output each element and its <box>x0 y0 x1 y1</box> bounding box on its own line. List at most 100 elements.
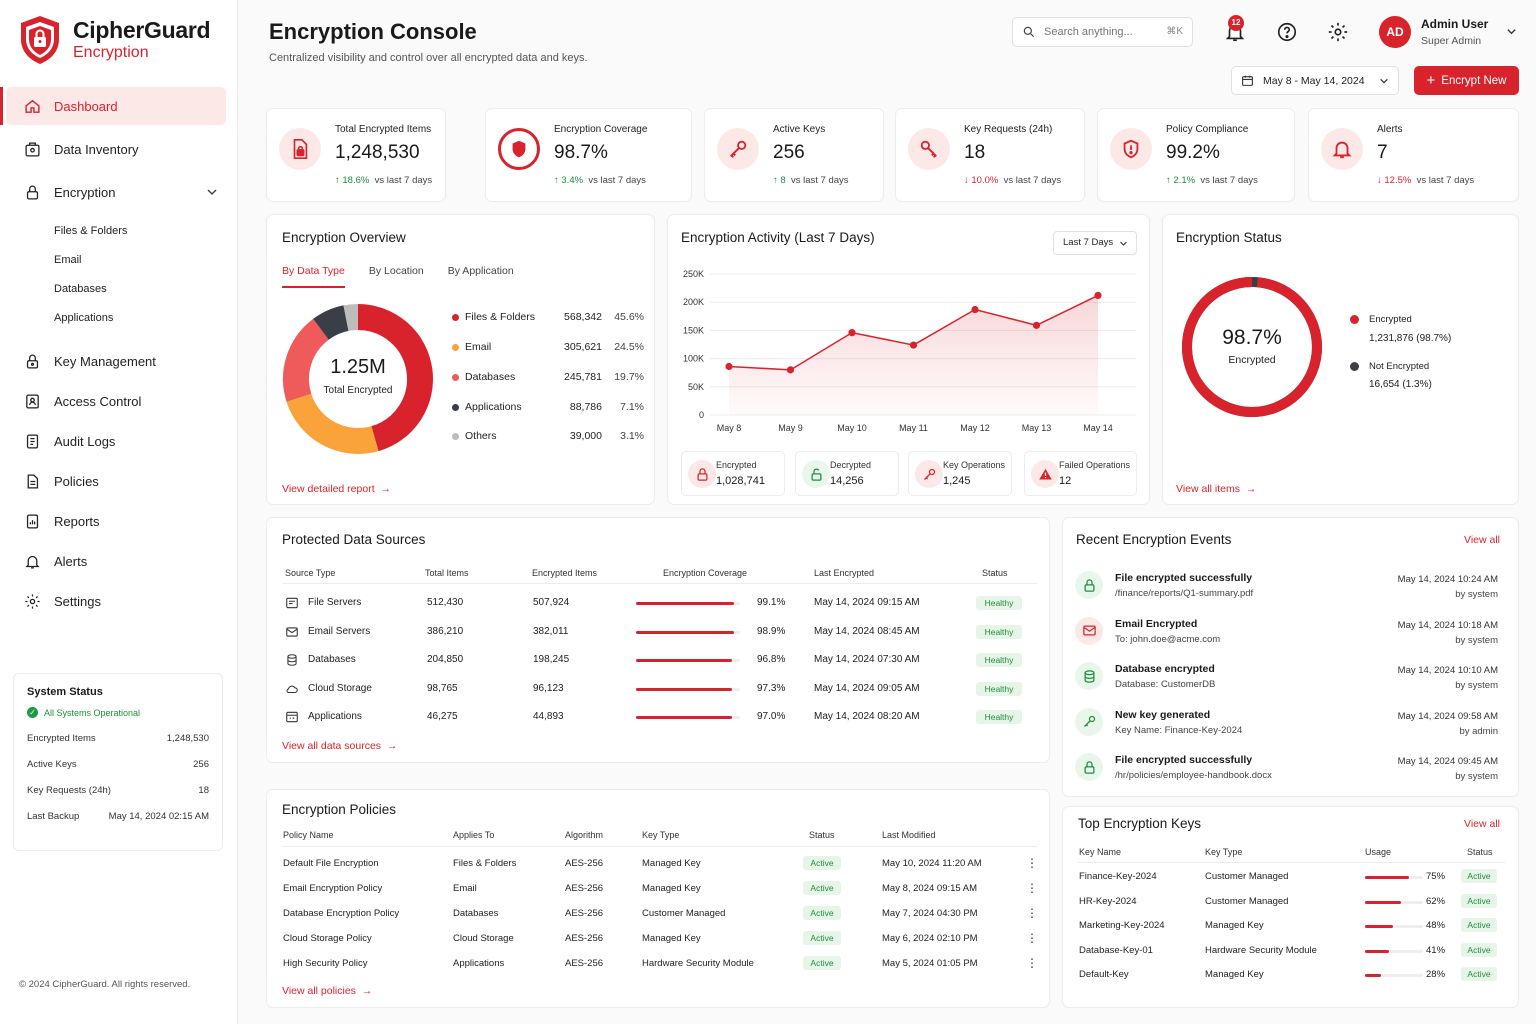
unlock-icon <box>811 468 821 481</box>
list-item[interactable]: Database encrypted Database: CustomerDB Ma… <box>1063 662 1520 698</box>
list-item[interactable]: New key generated Key Name: Finance-Key-2… <box>1063 707 1520 744</box>
view-all-policies-link[interactable]: View all policies → <box>282 985 372 997</box>
activity-point[interactable] <box>725 362 733 371</box>
arrow-right-icon: → <box>380 483 391 495</box>
kpi-card-key-requests[interactable]: Key Requests (24h) 18 ↓ 10.0% vs last 7 … <box>895 108 1085 202</box>
table-row[interactable]: Email Encryption Policy Email AES-256 Manag… <box>267 881 1051 900</box>
keys-view-all-link[interactable]: View all <box>1464 818 1500 830</box>
more-options-icon[interactable]: ⋮ <box>1026 931 1038 945</box>
sidebar-item-reports[interactable]: Reports <box>6 504 226 538</box>
help-icon[interactable] <box>1276 21 1298 43</box>
legend-dot <box>452 374 459 381</box>
sidebar-item-label: Data Inventory <box>54 141 139 157</box>
table-row[interactable]: Database Encryption Policy Databases AES-2… <box>267 906 1051 925</box>
brand-logo[interactable]: CipherGuard Encryption <box>18 14 211 66</box>
status-badge: Healthy <box>976 596 1022 610</box>
table-row[interactable]: File Servers 512,430 507,924 99.1% May 14, 2… <box>267 596 1051 616</box>
sidebar-item-encryption[interactable]: Encryption <box>6 173 226 211</box>
table-row[interactable]: High Security Policy Applications AES-256 H… <box>267 956 1051 975</box>
policy-algorithm: AES-256 <box>565 958 604 969</box>
table-row[interactable]: Default-Key Managed Key 28% Active <box>1063 967 1520 986</box>
database-icon <box>287 654 297 666</box>
clipboard-icon <box>26 433 39 449</box>
sidebar-item-audit-logs[interactable]: Audit Logs <box>6 424 226 458</box>
status-encrypted-arc[interactable] <box>1182 277 1322 417</box>
status-badge: Active <box>803 881 841 895</box>
event-actor: by system <box>1455 771 1498 782</box>
sidebar-subitem-databases[interactable]: Databases <box>54 282 107 295</box>
sidebar-subitem-applications[interactable]: Applications <box>54 311 114 324</box>
donut-slice-0[interactable] <box>357 304 433 452</box>
sidebar-item-alerts[interactable]: Alerts <box>6 544 226 578</box>
sidebar-item-dashboard[interactable]: Dashboard <box>0 87 226 125</box>
x-tick-label: May 9 <box>778 423 803 433</box>
kpi-card-policy-compliance[interactable]: Policy Compliance 99.2% ↑ 2.1% vs last 7… <box>1097 108 1295 202</box>
sidebar-item-key-management[interactable]: Key Management <box>6 344 226 378</box>
kpi-delta-note: vs last 7 days <box>790 175 849 186</box>
table-row[interactable]: HR-Key-2024 Customer Managed 62% Active <box>1063 893 1520 913</box>
kpi-card-total-encrypted[interactable]: Total Encrypted Items 1,248,530 ↑ 18.6% … <box>266 108 446 202</box>
activity-point[interactable] <box>1094 291 1102 300</box>
donut-slice-2[interactable] <box>283 318 330 402</box>
table-row[interactable]: Databases 204,850 198,245 96.8% May 14, 2024… <box>267 653 1051 673</box>
table-row[interactable]: Finance-Key-2024 Customer Managed 75% Activ… <box>1063 869 1520 888</box>
legend-pct: 7.1% <box>620 401 644 413</box>
more-options-icon[interactable]: ⋮ <box>1026 956 1038 970</box>
event-date: May 14, 2024 10:10 AM <box>1397 665 1498 676</box>
activity-point[interactable] <box>848 329 856 337</box>
donut-slice-3[interactable] <box>313 305 350 341</box>
user-name[interactable]: Admin User <box>1421 17 1489 31</box>
events-view-all-link[interactable]: View all <box>1464 534 1500 546</box>
list-item[interactable]: File encrypted successfully/finance/repo… <box>1063 571 1520 607</box>
more-options-icon[interactable]: ⋮ <box>1026 906 1038 920</box>
sidebar-item-policies[interactable]: Policies <box>6 464 226 498</box>
table-row[interactable]: Cloud Storage 98,765 96,123 97.3% May 14, 20… <box>267 681 1051 702</box>
lock-icon <box>26 185 39 200</box>
tab-by-application[interactable]: By Application <box>447 265 514 277</box>
avatar[interactable]: AD <box>1379 16 1411 48</box>
date-range-picker[interactable]: May 8 - May 14, 2024 <box>1231 66 1399 95</box>
activity-point[interactable] <box>971 305 979 314</box>
kpi-card-coverage[interactable]: Encryption Coverage 98.7% ↑ 3.4% vs last… <box>485 108 692 202</box>
search-box[interactable]: ⌘K <box>1012 17 1193 47</box>
tab-by-data-type[interactable]: By Data Type <box>282 265 345 288</box>
activity-point[interactable] <box>786 366 795 374</box>
legend-name: Email <box>465 341 492 353</box>
key-icon <box>1083 715 1095 727</box>
policy-last-modified: May 7, 2024 04:30 PM <box>882 908 978 919</box>
kpi-card-active-keys[interactable]: Active Keys 256 ↑ 8 vs last 7 days <box>704 108 884 202</box>
sidebar-item-data-inventory[interactable]: Data Inventory <box>6 130 226 168</box>
table-row[interactable]: Marketing-Key-2024 Managed Key 48% Active <box>1063 918 1520 937</box>
policy-last-modified: May 8, 2024 09:15 AM <box>882 883 978 894</box>
view-detailed-report-link[interactable]: View detailed report → <box>282 483 391 495</box>
table-row[interactable]: Applications 46,275 44,893 97.0% May 14, 202… <box>267 710 1051 730</box>
donut-slice-4[interactable] <box>343 304 359 331</box>
sidebar-item-access-control[interactable]: Access Control <box>6 384 226 418</box>
table-row[interactable]: Default File Encryption Files & Folders AE… <box>267 856 1051 875</box>
encrypt-new-button[interactable]: + Encrypt New <box>1414 66 1519 95</box>
donut-slice-1[interactable] <box>286 393 379 454</box>
search-input[interactable] <box>1044 26 1159 38</box>
legend-pct: 19.7% <box>614 371 644 383</box>
more-options-icon[interactable]: ⋮ <box>1026 856 1038 870</box>
tab-by-location[interactable]: By Location <box>368 265 424 277</box>
list-item[interactable]: Email Encrypted To: john.doe@acme.com May … <box>1063 616 1520 653</box>
chevron-down-icon[interactable] <box>1506 26 1517 37</box>
activity-point[interactable] <box>1032 321 1041 329</box>
view-all-data-sources-link[interactable]: View all data sources → <box>282 740 397 752</box>
sidebar-subitem-files[interactable]: Files & Folders <box>54 224 128 237</box>
kpi-card-alerts[interactable]: Alerts 7 ↓ 12.5% vs last 7 days <box>1308 108 1519 202</box>
chevron-down-icon <box>1120 241 1127 246</box>
sidebar-item-settings[interactable]: Settings <box>6 584 226 618</box>
more-options-icon[interactable]: ⋮ <box>1026 881 1038 895</box>
event-subtitle: To: john.doe@acme.com <box>1115 633 1221 645</box>
activity-point[interactable] <box>909 341 918 349</box>
table-row[interactable]: Email Servers 386,210 382,011 98.9% May 14, … <box>267 624 1051 645</box>
sidebar-subitem-email[interactable]: Email <box>54 253 82 266</box>
period-dropdown[interactable]: Last 7 Days <box>1053 231 1137 255</box>
table-row[interactable]: Cloud Storage Policy Cloud Storage AES-256… <box>267 931 1051 950</box>
view-all-items-link[interactable]: View all items → <box>1176 483 1256 495</box>
list-item[interactable]: File encrypted successfully/hr/policies/… <box>1063 753 1520 789</box>
table-row[interactable]: Database-Key-01 Hardware Security Module 4… <box>1063 942 1520 962</box>
settings-gear-icon[interactable] <box>1327 21 1349 43</box>
